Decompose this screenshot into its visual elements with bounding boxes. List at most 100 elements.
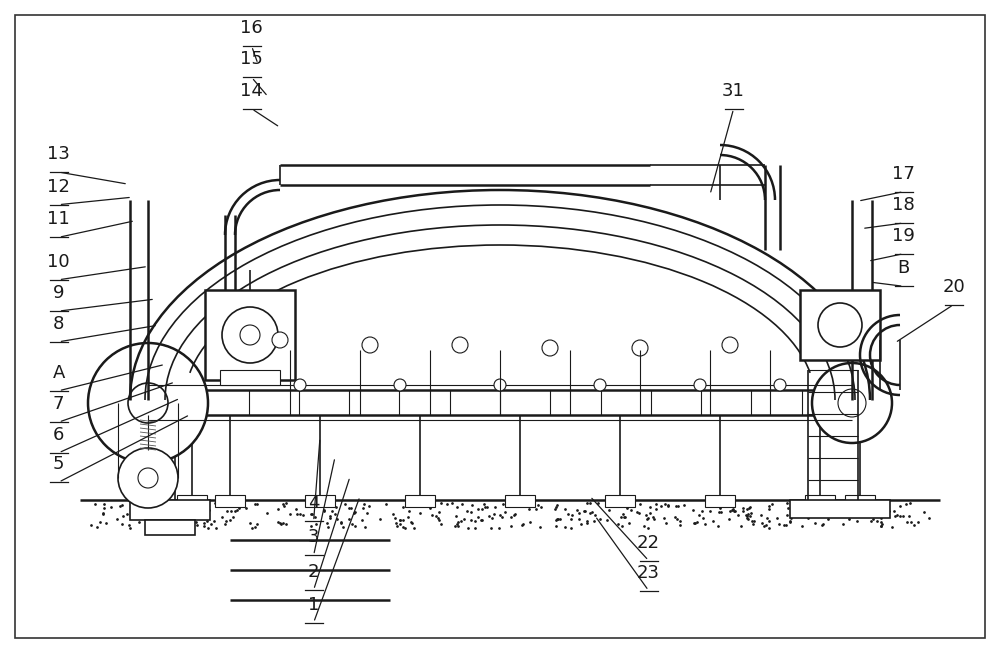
Point bbox=[780, 503, 796, 513]
Point bbox=[814, 520, 830, 531]
Point bbox=[724, 505, 740, 515]
Point bbox=[181, 505, 197, 516]
Point bbox=[648, 503, 664, 514]
Point bbox=[459, 505, 475, 516]
Text: 9: 9 bbox=[53, 284, 64, 302]
Point bbox=[439, 498, 455, 509]
Point bbox=[201, 505, 217, 515]
Point bbox=[389, 520, 405, 531]
Point bbox=[733, 520, 749, 531]
Point bbox=[249, 519, 265, 530]
Point bbox=[495, 499, 511, 509]
Circle shape bbox=[138, 468, 158, 488]
Point bbox=[745, 518, 761, 529]
Point bbox=[481, 511, 497, 521]
Point bbox=[335, 521, 351, 532]
Point bbox=[730, 510, 746, 520]
Point bbox=[159, 510, 175, 520]
Point bbox=[324, 506, 340, 517]
Point bbox=[431, 506, 447, 517]
Point bbox=[337, 499, 353, 509]
Bar bbox=[145, 520, 195, 535]
Point bbox=[203, 519, 219, 530]
Point bbox=[522, 517, 538, 527]
Point bbox=[456, 514, 472, 524]
Text: 18: 18 bbox=[892, 196, 915, 214]
Point bbox=[560, 509, 576, 520]
Point bbox=[95, 509, 111, 519]
Point bbox=[623, 505, 639, 516]
Text: 15: 15 bbox=[240, 50, 263, 69]
Point bbox=[582, 498, 598, 508]
Point bbox=[514, 520, 530, 530]
Point bbox=[783, 513, 799, 523]
Point bbox=[165, 517, 181, 528]
Point bbox=[372, 514, 388, 524]
Point bbox=[738, 510, 754, 520]
Point bbox=[322, 513, 338, 524]
Point bbox=[487, 502, 503, 513]
Point bbox=[392, 515, 408, 525]
Point bbox=[638, 510, 654, 520]
Point bbox=[218, 516, 234, 526]
Point bbox=[188, 517, 204, 527]
Point bbox=[695, 513, 711, 523]
Point bbox=[549, 500, 565, 511]
Point bbox=[170, 519, 186, 530]
Point bbox=[431, 515, 447, 525]
Point bbox=[242, 518, 258, 528]
Point bbox=[474, 503, 490, 514]
Text: 17: 17 bbox=[892, 165, 915, 183]
Point bbox=[103, 502, 119, 512]
Point bbox=[308, 518, 324, 529]
Point bbox=[805, 502, 821, 513]
Point bbox=[122, 522, 138, 533]
Point bbox=[272, 517, 288, 528]
Point bbox=[378, 499, 394, 509]
Point bbox=[584, 507, 600, 518]
Point bbox=[564, 510, 580, 520]
Point bbox=[463, 515, 479, 525]
Point bbox=[87, 498, 103, 509]
Point bbox=[503, 512, 519, 522]
Text: 6: 6 bbox=[53, 426, 64, 444]
Point bbox=[865, 501, 881, 511]
Point bbox=[355, 502, 371, 513]
Point bbox=[835, 519, 851, 530]
Point bbox=[175, 505, 191, 516]
Point bbox=[225, 512, 241, 522]
Point bbox=[697, 519, 713, 530]
Point bbox=[341, 513, 357, 524]
Text: 14: 14 bbox=[240, 82, 263, 100]
Point bbox=[433, 498, 449, 509]
Point bbox=[270, 504, 286, 515]
Point bbox=[395, 502, 411, 513]
Point bbox=[470, 512, 486, 522]
Text: 22: 22 bbox=[637, 534, 660, 552]
Point bbox=[802, 501, 818, 511]
Point bbox=[231, 503, 247, 513]
Bar bbox=[800, 290, 880, 360]
Point bbox=[415, 499, 431, 509]
Point bbox=[887, 511, 903, 522]
Point bbox=[211, 498, 227, 508]
Point bbox=[444, 498, 460, 509]
Point bbox=[497, 507, 513, 517]
Point bbox=[873, 513, 889, 524]
Point bbox=[863, 503, 879, 514]
Point bbox=[189, 519, 205, 530]
Point bbox=[347, 507, 363, 517]
Point bbox=[154, 508, 170, 518]
Point bbox=[721, 514, 737, 524]
Point bbox=[779, 498, 795, 509]
Point bbox=[836, 499, 852, 509]
Point bbox=[849, 516, 865, 526]
Point bbox=[304, 509, 320, 519]
Circle shape bbox=[294, 379, 306, 391]
Point bbox=[397, 522, 413, 533]
Point bbox=[344, 519, 360, 530]
Point bbox=[590, 498, 606, 508]
Point bbox=[503, 520, 519, 531]
Point bbox=[114, 500, 130, 510]
Circle shape bbox=[774, 379, 786, 391]
